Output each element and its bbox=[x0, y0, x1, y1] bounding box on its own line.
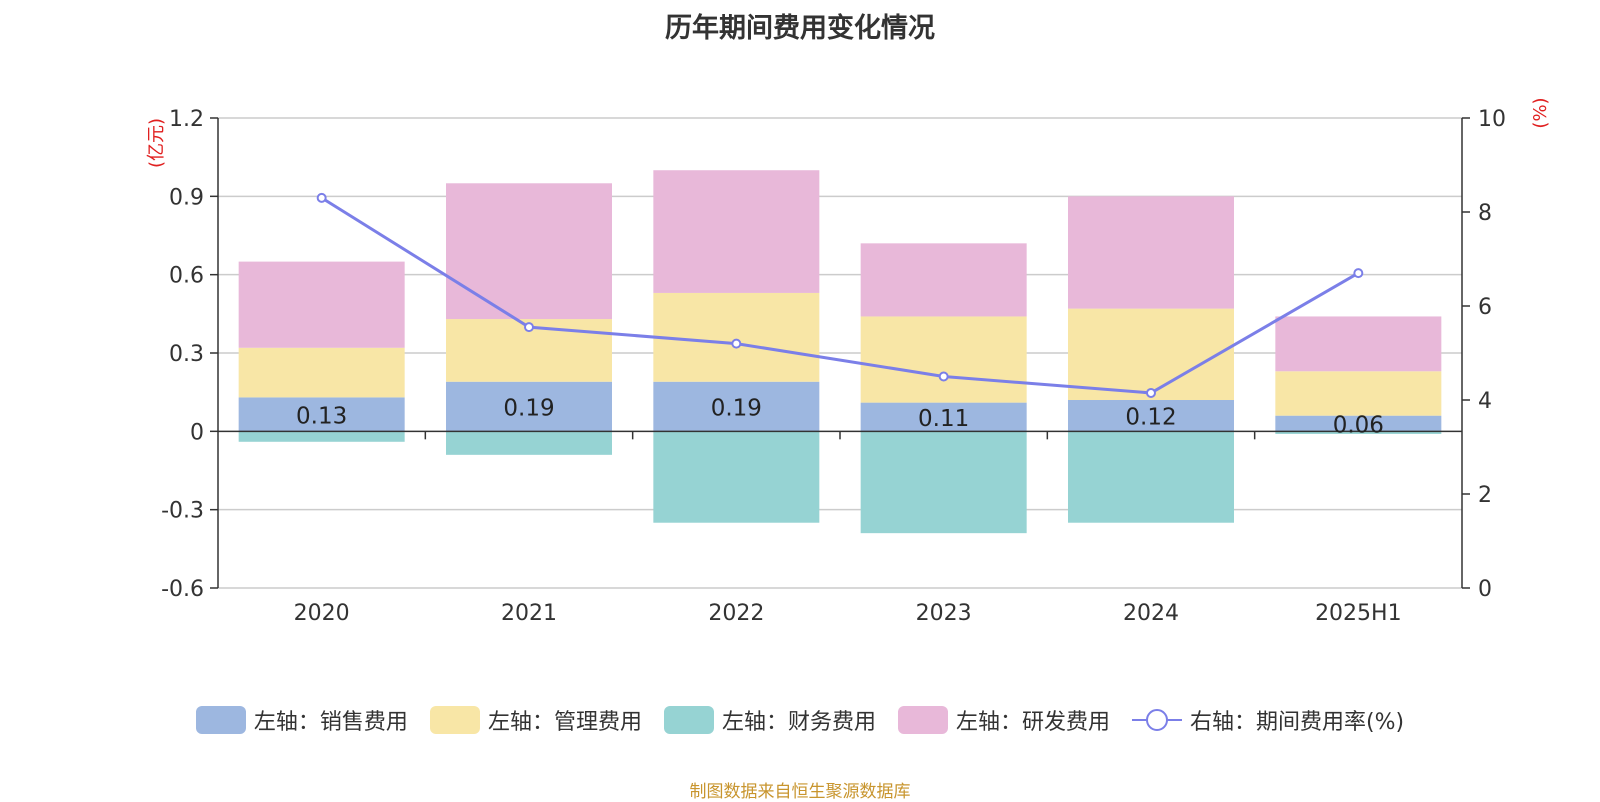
legend-item-rd[interactable]: 左轴：研发费用 bbox=[897, 704, 1110, 736]
data-label-sales-2025H1: 0.06 bbox=[1333, 413, 1384, 439]
left-axis-tick-label: 0.9 bbox=[169, 185, 204, 210]
bar-admin-2022 bbox=[653, 292, 820, 382]
right-axis-tick-label: 0 bbox=[1478, 577, 1492, 602]
bar-finance-2022 bbox=[653, 431, 820, 523]
left-axis-tick-label: -0.6 bbox=[161, 577, 204, 602]
x-axis-tick-label: 2024 bbox=[1123, 601, 1179, 626]
bar-admin-2020 bbox=[238, 347, 405, 398]
legend-label-sales: 左轴：销售费用 bbox=[253, 710, 408, 735]
legend-item-finance[interactable]: 左轴：财务费用 bbox=[663, 704, 876, 736]
right-axis-unit-label: (%) bbox=[1530, 97, 1551, 128]
bar-sales-2020 bbox=[238, 397, 405, 432]
legend-item-rate[interactable]: 右轴：期间费用率(%) bbox=[1131, 704, 1405, 736]
rate-point-2020 bbox=[316, 192, 327, 203]
bar-sales-2021 bbox=[446, 381, 612, 432]
data-label-sales-2020: 0.13 bbox=[296, 403, 347, 429]
right-axis-tick-label: 10 bbox=[1478, 107, 1506, 132]
rate-line bbox=[320, 196, 1360, 395]
bar-sales-2024 bbox=[1068, 400, 1234, 432]
right-axis-tick-label: 2 bbox=[1478, 483, 1492, 508]
bar-rd-2020 bbox=[238, 261, 405, 348]
chart-canvas: -0.6 -0.3 0 0.3 0.6 0.9 1.2 0 2 4 6 8 10 0.13 0.19 0.19… bbox=[146, 97, 1551, 626]
data-label-sales-2024: 0.12 bbox=[1125, 405, 1176, 431]
data-label-sales-2021: 0.19 bbox=[503, 396, 554, 422]
left-axis-unit-label: (亿元) bbox=[146, 118, 167, 168]
data-label-sales-2023: 0.11 bbox=[918, 406, 969, 432]
legend-label-admin: 左轴：管理费用 bbox=[487, 710, 642, 735]
legend-label-rate: 右轴：期间费用率(%) bbox=[1189, 710, 1405, 735]
bar-admin-2023 bbox=[860, 316, 1027, 403]
rate-point-2021 bbox=[524, 322, 534, 333]
bar-rd-2023 bbox=[860, 243, 1027, 317]
legend-swatch-sales bbox=[195, 706, 246, 734]
x-axis-tick-label: 2020 bbox=[294, 601, 350, 626]
left-axis-tick-label: -0.3 bbox=[161, 499, 204, 524]
legend-swatch-admin bbox=[429, 706, 480, 734]
x-axis-tick-label: 2021 bbox=[501, 601, 557, 626]
bar-sales-2025H1 bbox=[1275, 415, 1442, 432]
legend-swatch-rd bbox=[897, 706, 948, 734]
bar-rd-2022 bbox=[653, 170, 820, 293]
chart-title: 历年期间费用变化情况 bbox=[665, 13, 935, 44]
bar-sales-2022 bbox=[653, 381, 820, 432]
bar-admin-2024 bbox=[1068, 308, 1234, 400]
right-axis-tick-label: 6 bbox=[1478, 295, 1492, 320]
bar-finance-2025H1 bbox=[1275, 431, 1442, 434]
rate-point-2024 bbox=[1146, 387, 1156, 398]
source-note: 制图数据来自恒生聚源数据库 bbox=[689, 782, 911, 802]
legend: 左轴：销售费用 左轴：管理费用 左轴：财务费用 左轴：研发费用 右轴：期间费用率… bbox=[0, 704, 1600, 736]
bar-finance-2024 bbox=[1068, 431, 1234, 523]
left-axis-tick-label: 1.2 bbox=[169, 107, 204, 132]
x-axis-tick-label: 2025H1 bbox=[1315, 601, 1402, 626]
legend-item-admin[interactable]: 左轴：管理费用 bbox=[429, 704, 642, 736]
bar-admin-2025H1 bbox=[1275, 371, 1442, 416]
bar-finance-2021 bbox=[446, 431, 612, 455]
legend-item-sales[interactable]: 左轴：销售费用 bbox=[195, 704, 408, 736]
bar-rd-2025H1 bbox=[1275, 316, 1442, 372]
legend-label-rd: 左轴：研发费用 bbox=[955, 710, 1110, 735]
bar-sales-2023 bbox=[860, 402, 1027, 432]
legend-swatch-finance bbox=[663, 706, 714, 734]
right-axis-tick-label: 8 bbox=[1478, 201, 1492, 226]
right-axis-tick-label: 4 bbox=[1478, 389, 1492, 414]
left-axis-tick-label: 0.3 bbox=[169, 342, 204, 367]
data-label-sales-2022: 0.19 bbox=[711, 396, 762, 422]
x-axis-tick-label: 2023 bbox=[916, 601, 972, 626]
rate-point-2022 bbox=[731, 338, 742, 349]
rate-point-2023 bbox=[938, 371, 949, 382]
legend-line-marker-icon bbox=[1131, 709, 1182, 731]
left-axis-tick-label: 0.6 bbox=[169, 264, 204, 289]
legend-label-finance: 左轴：财务费用 bbox=[721, 710, 876, 735]
bar-finance-2023 bbox=[860, 431, 1027, 534]
bar-finance-2020 bbox=[238, 431, 405, 442]
rate-point-2025H1 bbox=[1353, 268, 1364, 279]
bar-rd-2024 bbox=[1068, 196, 1234, 309]
x-axis-tick-label: 2022 bbox=[708, 601, 764, 626]
left-axis-tick-label: 0 bbox=[190, 420, 204, 445]
bar-rd-2021 bbox=[446, 183, 612, 320]
